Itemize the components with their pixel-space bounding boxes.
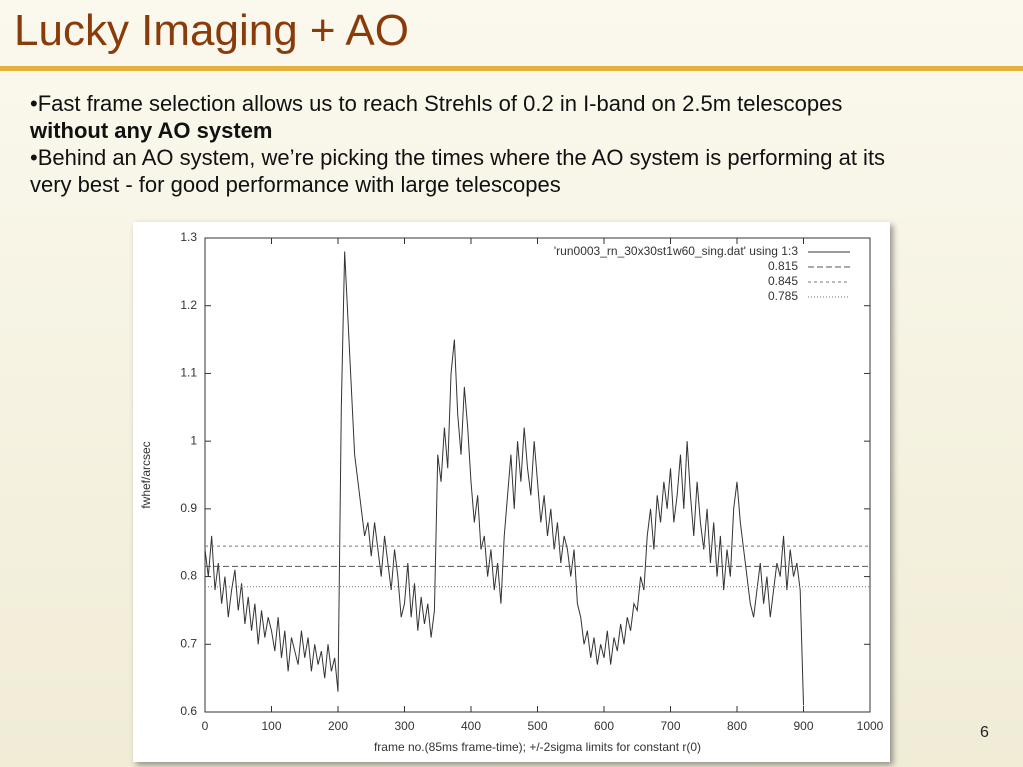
bullet-text: Fast frame selection allows us to reach … [37,91,843,116]
y-tick-label: 0.9 [180,501,197,515]
x-tick-label: 800 [727,719,747,733]
y-tick-label: 0.6 [180,704,197,718]
legend-label: 0.815 [768,259,798,273]
x-axis-label: frame no.(85ms frame-time); +/-2sigma li… [374,740,701,754]
x-tick-label: 400 [461,719,481,733]
x-tick-label: 700 [660,719,680,733]
y-tick-label: 1 [190,433,197,447]
y-axis-label: fwhef/arcsec [139,441,153,508]
x-tick-label: 0 [202,719,209,733]
bullet: Behind an AO system, we’re picking the t… [30,144,910,198]
legend-label: 0.785 [768,289,798,303]
x-tick-label: 200 [328,719,348,733]
x-tick-label: 100 [261,719,281,733]
bullet: Fast frame selection allows us to reach … [30,90,910,144]
x-tick-label: 600 [594,719,614,733]
y-tick-label: 1.3 [180,230,197,244]
y-tick-label: 1.1 [180,366,197,380]
x-tick-label: 300 [394,719,414,733]
bullet-text: Behind an AO system, we’re picking the t… [30,145,886,197]
page-number: 6 [980,724,989,741]
slide-title: Lucky Imaging + AO [14,6,409,55]
bullet-list: Fast frame selection allows us to reach … [30,90,910,198]
x-tick-label: 900 [793,719,813,733]
y-tick-label: 0.7 [180,636,197,650]
title-rule [0,66,1023,71]
chart: 0.6 0.7 0.8 0.9 1 1.1 1.2 1.3 0 100 200 300 400 500 60… [133,222,890,762]
legend-label: 'run0003_rn_30x30st1w60_sing.dat' using … [554,244,798,258]
bullet-bold: without any AO system [30,118,273,143]
legend-label: 0.845 [768,274,798,288]
x-tick-label: 1000 [857,719,884,733]
plot-frame [204,237,871,713]
y-tick-label: 1.2 [180,298,197,312]
x-tick-label: 500 [527,719,547,733]
data-line [204,251,804,706]
y-tick-label: 0.8 [180,569,197,583]
